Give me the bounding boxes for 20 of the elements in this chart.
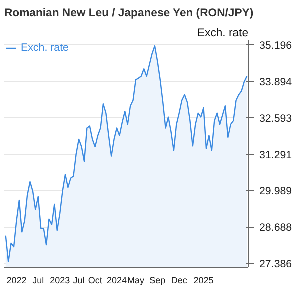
y-axis-title: Exch. rate [198, 28, 248, 40]
x-tick-label: 2023 [50, 276, 70, 286]
y-tick-label: 29.989 [260, 186, 292, 198]
legend-label: Exch. rate [21, 42, 69, 54]
x-tick-label: Jul [32, 276, 44, 286]
x-tick-label: Dec [171, 276, 188, 286]
y-tick-label: 33.894 [260, 76, 292, 88]
y-tick-label: 35.196 [260, 40, 292, 52]
chart-title: Romanian New Leu / Japanese Yen (RON/JPY) [4, 8, 254, 20]
y-tick-label: 27.386 [260, 258, 292, 271]
x-tick-label: 2024 [107, 276, 128, 286]
x-tick-label: Sep [150, 276, 166, 286]
y-tick-label: 32.593 [260, 112, 292, 125]
x-tick-label: Jul [73, 276, 85, 286]
x-tick-label: May [127, 276, 145, 286]
x-tick-label: 2022 [6, 276, 27, 286]
x-tick-label: Oct [88, 276, 103, 286]
x-tick-label: 2025 [194, 276, 214, 286]
y-tick-label: 31.291 [260, 149, 292, 162]
y-tick-label: 28.688 [260, 222, 292, 234]
